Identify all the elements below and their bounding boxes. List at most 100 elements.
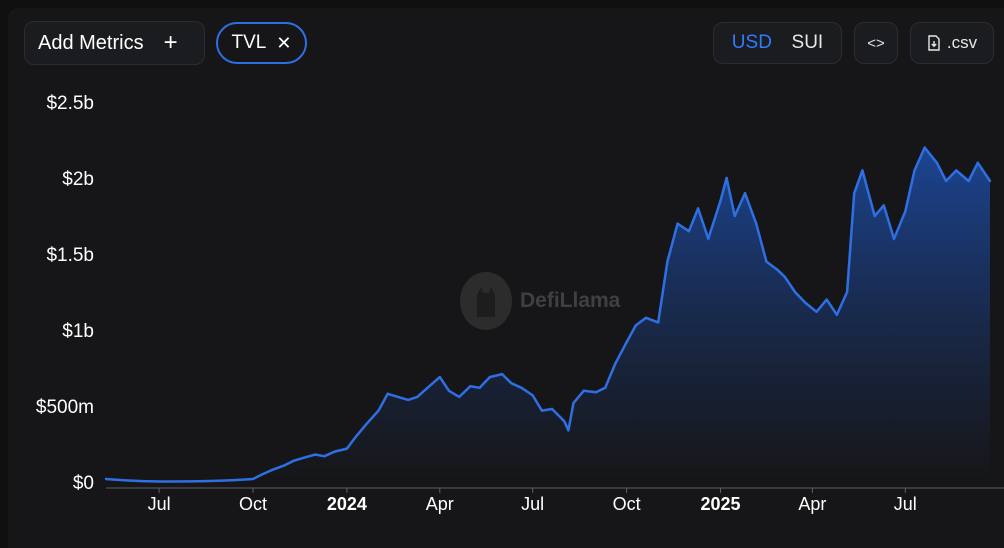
y-tick-label: $2.5b — [46, 93, 94, 114]
tvl-data-point — [825, 298, 828, 301]
tvl-data-point — [815, 310, 818, 313]
embed-button[interactable]: <> — [854, 22, 898, 64]
tvl-data-point — [873, 214, 876, 218]
tvl-data-point — [687, 230, 691, 233]
tvl-data-point — [657, 321, 660, 324]
tvl-data-point — [733, 214, 736, 218]
tvl-data-point — [500, 372, 504, 376]
currency-option-usd[interactable]: USD — [731, 32, 772, 53]
x-tick-label: Apr — [798, 494, 826, 514]
tvl-data-point — [550, 407, 554, 411]
tvl-data-point — [520, 386, 523, 389]
add-metrics-label: Add Metrics — [38, 31, 144, 54]
tvl-data-point — [861, 169, 864, 172]
metric-chip-tvl[interactable]: TVL ✕ — [216, 22, 307, 64]
x-tick-label: Jul — [894, 494, 917, 514]
code-icon: <> — [867, 34, 885, 52]
tvl-data-point — [775, 268, 778, 271]
currency-toggle[interactable]: USD SUI — [713, 22, 842, 64]
tvl-data-point — [221, 479, 224, 482]
tvl-data-point — [935, 161, 939, 164]
download-csv-button[interactable]: .csv — [910, 22, 994, 64]
tvl-data-point — [614, 362, 617, 365]
tvl-data-point — [157, 480, 161, 483]
tvl-data-point — [644, 316, 648, 319]
x-axis: Jul Oct 2024 Apr Jul Oct 2025 Apr Jul — [106, 487, 1004, 514]
tvl-data-point — [115, 478, 118, 481]
tvl-data-point — [488, 375, 491, 379]
tvl-data-point — [625, 341, 628, 344]
tvl-data-point — [853, 192, 856, 195]
tvl-data-point — [235, 478, 238, 482]
tvl-data-point — [510, 382, 513, 385]
tvl-data-point — [835, 313, 839, 316]
download-file-icon — [928, 35, 940, 51]
y-tick-label: $2b — [62, 169, 94, 190]
tvl-data-point — [793, 290, 797, 294]
tvl-data-point — [283, 464, 286, 467]
tvl-data-point — [323, 455, 326, 458]
tvl-data-point — [725, 176, 728, 180]
x-tick-label: 2024 — [327, 494, 367, 514]
close-icon[interactable]: ✕ — [276, 32, 292, 53]
tvl-data-point — [882, 204, 885, 207]
tvl-data-point — [333, 450, 336, 453]
tvl-data-point — [354, 435, 358, 438]
tvl-data-point — [396, 395, 400, 399]
tvl-data-point — [261, 473, 264, 476]
tvl-data-point — [666, 260, 669, 263]
tvl-data-point — [676, 222, 679, 225]
tvl-data-point — [407, 398, 410, 402]
tvl-data-point — [531, 394, 534, 397]
x-tick-label: Jul — [148, 494, 171, 514]
x-tick-label: 2025 — [700, 494, 740, 514]
tvl-data-point — [696, 207, 700, 210]
tvl-data-point — [438, 375, 441, 379]
y-tick-label: $0 — [73, 473, 94, 494]
x-tick-label: Oct — [613, 494, 641, 514]
tvl-data-point — [251, 477, 255, 481]
tvl-data-point — [104, 477, 108, 481]
tvl-data-point — [955, 169, 958, 172]
tvl-data-point — [292, 459, 295, 462]
tvl-data-point — [845, 290, 849, 294]
tvl-data-point — [944, 179, 948, 183]
tvl-data-point — [203, 479, 207, 483]
tvl-data-point — [172, 480, 175, 483]
tvl-data-point — [271, 468, 274, 471]
y-axis: $0 $500m $1b $1.5b $2b $2.5b — [36, 93, 94, 494]
tvl-data-point — [988, 179, 992, 183]
tvl-data-point — [365, 423, 368, 426]
watermark-text: DefiLlama — [520, 289, 621, 312]
tvl-data-point — [913, 169, 916, 172]
metric-chip-label: TVL — [231, 32, 267, 53]
tvl-data-point — [127, 479, 130, 482]
tvl-data-point — [314, 453, 317, 456]
tvl-data-point — [345, 447, 349, 450]
currency-option-sui[interactable]: SUI — [791, 32, 824, 53]
tvl-data-point — [582, 389, 585, 392]
add-metrics-button[interactable]: Add Metrics + — [24, 21, 205, 65]
tvl-data-point — [976, 161, 979, 164]
tvl-data-point — [478, 386, 481, 389]
tvl-data-point — [892, 237, 896, 240]
tvl-data-point — [416, 395, 419, 399]
tvl-data-point — [719, 199, 722, 202]
tvl-data-point — [458, 395, 461, 399]
tvl-data-point — [426, 386, 429, 389]
y-tick-label: $500m — [36, 397, 94, 418]
tvl-data-point — [604, 386, 607, 389]
watermark: DefiLlama — [460, 272, 620, 330]
x-tick-label: Oct — [239, 494, 267, 514]
tvl-data-point — [567, 429, 570, 432]
tvl-data-point — [189, 480, 192, 483]
tvl-data-point — [302, 456, 306, 459]
tvl-data-point — [634, 324, 637, 327]
tvl-data-point — [804, 301, 807, 304]
tvl-data-point — [469, 385, 472, 388]
tvl-data-point — [904, 210, 907, 213]
tvl-data-point — [447, 389, 451, 392]
tvl-data-point — [540, 409, 544, 412]
tvl-data-point — [923, 146, 926, 149]
